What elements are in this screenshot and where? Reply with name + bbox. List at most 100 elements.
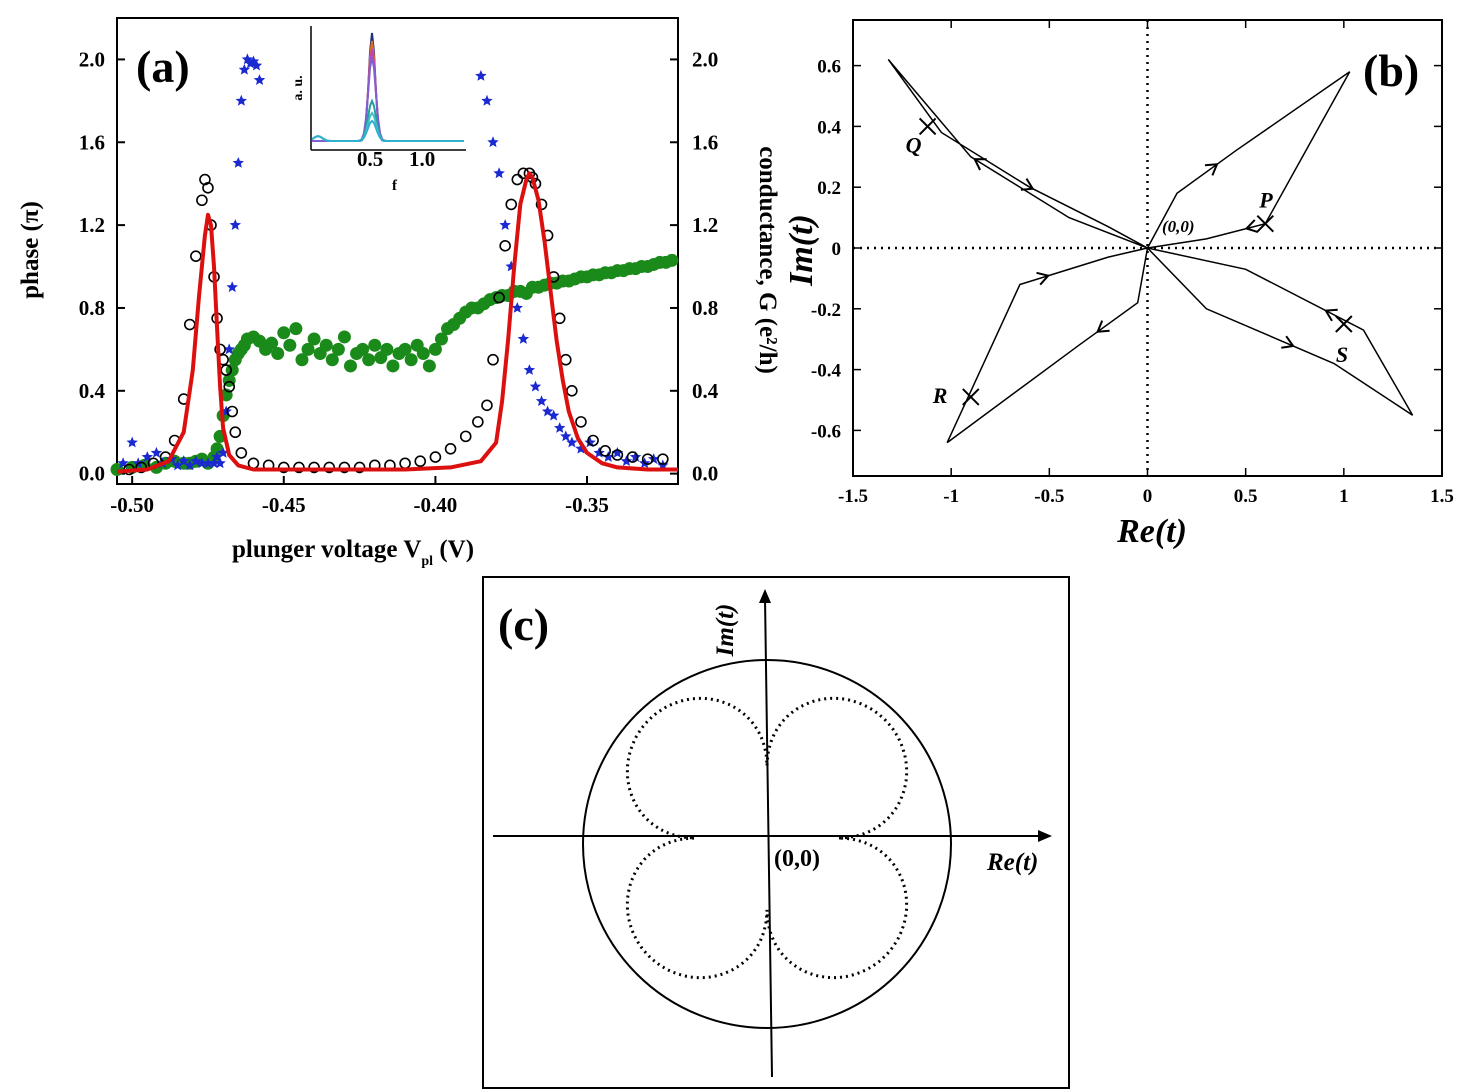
green-conductance-point — [325, 353, 339, 367]
green-conductance-point — [295, 353, 309, 367]
blue-star-point — [217, 446, 229, 458]
blue-star-point — [247, 55, 260, 67]
blue-star-point — [171, 459, 184, 471]
open-circle-point — [511, 173, 524, 186]
blue-star-point — [235, 94, 247, 106]
panel-b-xlabel: Re(t) — [1116, 513, 1187, 550]
panel-a-ticks: -0.50 -0.45 -0.40 -0.35 0.0 0.0 0.4 0.4 0.8 0.8 1.… — [79, 47, 719, 517]
blue-star-point — [560, 430, 572, 442]
open-circle-point — [641, 453, 654, 465]
panel-b-marker-label: S — [1336, 342, 1348, 367]
blue-star-point — [223, 343, 235, 355]
blue-star-point — [481, 94, 493, 106]
open-circle-point — [429, 451, 442, 463]
open-circle-point — [493, 291, 505, 304]
panel-c-frame — [482, 576, 1070, 1089]
inset-xtick-0: 0.5 — [357, 147, 383, 171]
green-conductance-point — [289, 322, 303, 336]
green-conductance-point — [422, 359, 436, 373]
open-circle-point — [353, 461, 366, 474]
blue-star-point — [229, 219, 241, 230]
panel-b-direction-arrow — [1244, 219, 1259, 234]
inset-xlabel: f — [392, 178, 398, 194]
blue-star-point — [487, 136, 499, 148]
blue-star-point — [511, 302, 523, 313]
panel-b-ytick-label: 0.6 — [817, 57, 841, 78]
open-circle-point — [414, 455, 427, 468]
panel-c-y-axis — [764, 597, 773, 1078]
blue-star-point — [226, 281, 238, 293]
panel-a-ylabel-right: conductance, G (e²/h) — [754, 146, 781, 374]
open-circle-point — [323, 461, 336, 474]
red-fit-line — [116, 171, 678, 474]
panel-b-direction-arrow — [1096, 320, 1110, 333]
panel-a-ytick-label: 1.2 — [79, 213, 105, 237]
green-conductance-point — [362, 353, 376, 367]
blue-star-point — [202, 457, 214, 469]
open-circle-point — [183, 318, 196, 331]
panel-a-xtick-label: -0.35 — [565, 493, 609, 517]
panel-b-xtick-label: 0.5 — [1234, 486, 1258, 507]
open-circle-point — [399, 457, 411, 470]
open-circle-point — [223, 380, 235, 393]
blue-star-point — [150, 446, 163, 458]
panel-c-xlabel: Re(t) — [986, 849, 1038, 876]
panel-a-ytick-label-right: 1.6 — [692, 130, 718, 154]
panel-a-xlabel: plunger voltage Vpl (V) — [232, 536, 474, 569]
open-circle-point — [226, 405, 239, 418]
open-circle-point — [229, 426, 242, 439]
green-conductance-point — [434, 332, 448, 346]
panel-c-ylabel: Im(t) — [712, 604, 739, 658]
panel-b-marker-label: Q — [906, 132, 922, 157]
panel-a-plot-frame — [116, 17, 679, 485]
panel-b-xtick-label: 1 — [1339, 486, 1349, 507]
panel-b-ytick-label: 0.4 — [817, 117, 841, 138]
panel-b-ytick-label: -0.6 — [811, 421, 841, 442]
panel-b-ytick-label: 0.2 — [817, 178, 841, 199]
blue-star-point — [529, 380, 542, 392]
panel-a-ytick-label-right: 1.2 — [692, 213, 718, 237]
green-conductance-point — [404, 353, 418, 367]
blue-star-point — [126, 436, 138, 448]
panel-a-ytick-label: 0.0 — [79, 462, 105, 486]
panel-a-label: (a) — [136, 41, 190, 92]
blue-star-point — [584, 436, 596, 448]
inset-background — [311, 26, 466, 150]
blue-star-point — [548, 409, 560, 421]
green-conductance-point — [380, 342, 394, 356]
panel-a-ytick-label-right: 0.8 — [692, 296, 718, 320]
green-conductance-point — [319, 338, 333, 352]
green-conductance-point — [386, 359, 400, 373]
green-conductance-point — [356, 342, 370, 356]
blue-star-point — [493, 167, 505, 179]
panel-a-xtick-label: -0.40 — [414, 493, 458, 517]
blue-star-point — [196, 457, 208, 469]
blue-star-point — [253, 74, 266, 85]
open-circle-point — [611, 449, 624, 461]
open-circle-point — [481, 399, 493, 412]
blue-star-point — [648, 453, 660, 464]
green-conductance-point — [398, 342, 412, 356]
panel-c-y-arrow — [759, 589, 771, 603]
open-circle-point — [587, 434, 599, 447]
panel-a-ytick-label-right: 0.4 — [692, 379, 719, 403]
panel-b-ytick-label: -0.4 — [811, 361, 842, 382]
panel-a-ytick-label: 1.6 — [79, 130, 105, 154]
green-conductance-point — [665, 253, 679, 267]
blue-star-point — [211, 451, 223, 462]
blue-star-point — [611, 446, 624, 458]
green-conductance-point — [277, 326, 291, 340]
panel-b-marker-cross — [1256, 214, 1275, 233]
open-circle-point — [505, 198, 518, 211]
panel-a-ytick-label: 0.4 — [79, 379, 106, 403]
panel-b-marker-label: P — [1258, 188, 1273, 213]
panel-a-ytick-label: 0.8 — [79, 296, 105, 320]
open-circle-point — [196, 194, 208, 207]
open-circle-point — [235, 447, 248, 459]
panel-b-xtick-label: -1.5 — [838, 486, 868, 507]
blue-star-point — [620, 455, 633, 467]
panel-c: (c) (0,0) Re(t) Im(t) — [482, 576, 1070, 1089]
inset-peak-curve — [311, 119, 464, 142]
panel-b-loop-line — [1146, 247, 1414, 416]
panel-b-direction-arrow — [1324, 308, 1338, 322]
